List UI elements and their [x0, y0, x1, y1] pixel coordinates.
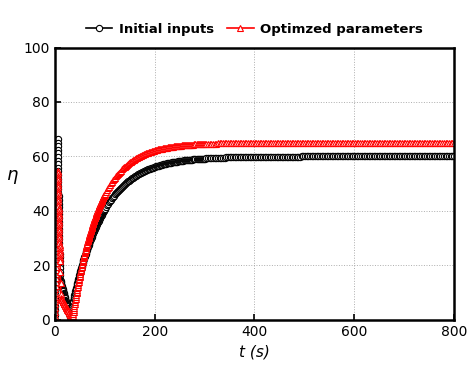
Initial inputs: [52, 317, 58, 322]
Optimzed parameters: [98, 201, 103, 206]
Initial inputs: [54, 188, 60, 193]
Optimzed parameters: [191, 142, 196, 147]
X-axis label: t (s): t (s): [239, 344, 270, 359]
Optimzed parameters: [260, 141, 266, 145]
Optimzed parameters: [52, 317, 58, 322]
Initial inputs: [262, 154, 268, 159]
Initial inputs: [55, 137, 60, 141]
Initial inputs: [426, 154, 432, 158]
Optimzed parameters: [424, 141, 430, 145]
Initial inputs: [451, 154, 457, 158]
Initial inputs: [81, 258, 86, 263]
Legend: Initial inputs, Optimzed parameters: Initial inputs, Optimzed parameters: [83, 20, 426, 38]
Optimzed parameters: [54, 212, 60, 216]
Line: Optimzed parameters: Optimzed parameters: [52, 140, 457, 323]
Initial inputs: [98, 214, 103, 219]
Line: Initial inputs: Initial inputs: [52, 136, 457, 323]
Optimzed parameters: [80, 258, 86, 262]
Y-axis label: η: η: [7, 165, 18, 184]
Optimzed parameters: [451, 141, 457, 145]
Initial inputs: [191, 157, 197, 161]
